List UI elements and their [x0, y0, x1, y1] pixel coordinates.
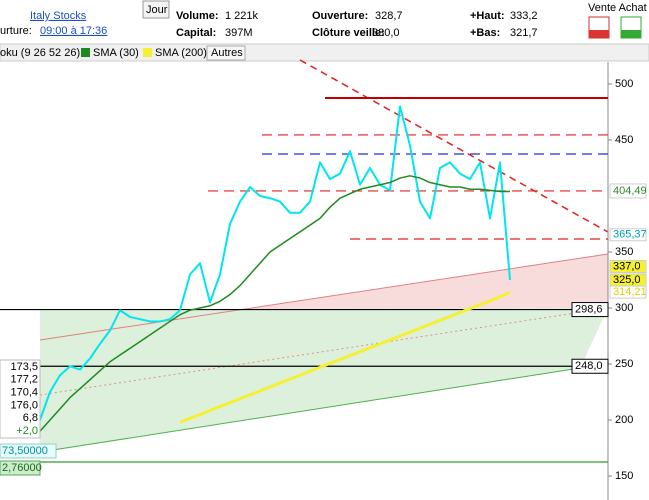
stat-label: +Haut: [470, 10, 505, 22]
channel-low [39, 367, 581, 453]
tag2-box [0, 460, 41, 476]
price-tag-label: 314,21 [613, 286, 647, 298]
tag2: 2,76000 [2, 462, 42, 474]
hours-link[interactable]: 09:00 à 17:36 [40, 25, 107, 37]
price-tag-label: 325,0 [613, 274, 641, 286]
level-label: 404,49 [613, 185, 647, 197]
more-label: Autres [211, 47, 243, 59]
y-tick-label: 250 [615, 358, 633, 370]
panel-value: 177,2 [10, 374, 38, 386]
series-line [39, 105, 511, 421]
stat-label: Ouverture: [312, 10, 368, 22]
plot: 500 450 350 300 250 200 150 404,49 298,6 248,0 365… [0, 78, 647, 482]
y-tick-label: 350 [615, 246, 633, 258]
sma200-swatch [143, 48, 152, 57]
sell-icon [589, 30, 609, 38]
price-tag [609, 228, 647, 242]
sma200-label[interactable]: SMA (200) [155, 47, 207, 59]
stat-label: Capital: [176, 27, 216, 39]
level-tag [571, 302, 609, 318]
level-tag [571, 358, 609, 374]
more-button[interactable] [206, 45, 246, 61]
stat-value: 1 221k [225, 10, 259, 22]
y-tick-label: 450 [615, 134, 633, 146]
stat-label: +Bas: [470, 27, 500, 39]
header-bg [0, 0, 649, 42]
price-tag-label: 365,37 [613, 229, 647, 241]
panel-value: +2,0 [16, 425, 38, 437]
price-tag-label: 337,0 [613, 260, 641, 272]
tag1: 73,50000 [2, 445, 48, 457]
y-tick-label: 500 [615, 78, 633, 90]
channel-mid [39, 307, 609, 396]
panel-value: 170,4 [10, 387, 38, 399]
period-button[interactable] [142, 0, 170, 19]
y-tick-label: 150 [615, 470, 633, 482]
indicator-label[interactable]: oku (9 26 52 26) [0, 47, 80, 59]
buy-icon [621, 30, 641, 38]
sma30-swatch [81, 48, 90, 57]
stat-value: 321,7 [510, 27, 538, 39]
sma30-label[interactable]: SMA (30) [93, 47, 139, 59]
panel-value: 6,8 [23, 412, 38, 424]
panel-value: 176,0 [10, 399, 38, 411]
market-link[interactable]: Italy Stocks [30, 10, 87, 22]
stat-label: Clôture veille: [312, 27, 385, 39]
level-tag [609, 183, 647, 199]
period-label: Jour [146, 4, 168, 16]
stat-label: Volume: [176, 10, 219, 22]
y-tick-label: 300 [615, 302, 633, 314]
stats: Volume: 1 221k Capital: 397M Ouverture: 328,7… [176, 10, 538, 39]
lower-channel [40, 308, 608, 452]
level-label: 298,6 [575, 303, 603, 315]
hours-label: urture: [0, 25, 32, 37]
trend-line [299, 59, 609, 233]
panel-value: 173,5 [10, 361, 38, 373]
series-line [39, 175, 510, 432]
tag1-box [0, 443, 57, 459]
series-line [179, 290, 511, 424]
price-tag [609, 285, 647, 299]
stat-value: 397M [225, 27, 253, 39]
trade-label: Vente Achat [588, 2, 647, 14]
stat-value: 328,7 [375, 10, 403, 22]
channel-line [39, 253, 609, 341]
stat-value: 330,0 [372, 27, 400, 39]
stat-value: 333,2 [510, 10, 538, 22]
y-tick-label: 200 [615, 414, 633, 426]
level-label: 248,0 [575, 360, 603, 372]
left-panel [0, 359, 41, 439]
toolbar [0, 43, 649, 62]
price-tag [609, 260, 647, 274]
